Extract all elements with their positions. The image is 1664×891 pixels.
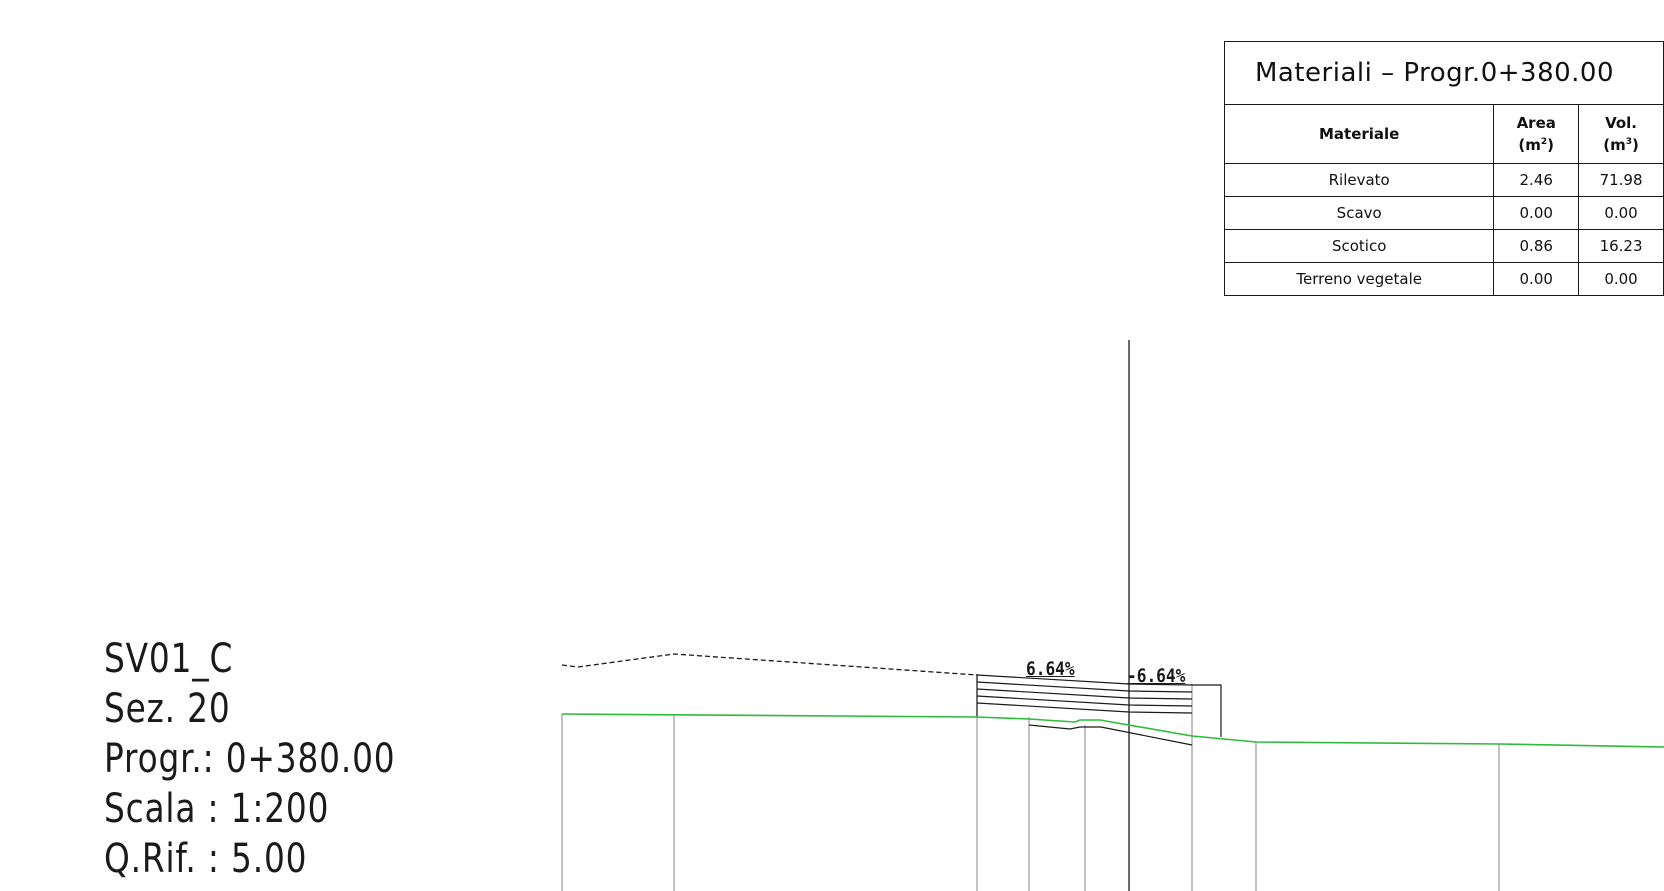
header-material: Materiale: [1223, 104, 1495, 164]
section-number: Sez. 20: [104, 686, 231, 732]
materials-table: Materiali – Progr.0+380.00 Materiale Are…: [1223, 41, 1664, 296]
dashed-profile: [561, 653, 978, 676]
shoulder-edge: [1192, 684, 1222, 737]
section-name: SV01_C: [104, 636, 234, 682]
pavement-layer: [976, 688, 1193, 700]
pavement-layer: [976, 695, 1193, 707]
slope-label-right: -6.64%: [1127, 665, 1186, 687]
terrain-line: [561, 713, 1664, 748]
material-area: 0.00: [1493, 196, 1580, 230]
material-name: Terreno vegetale: [1223, 262, 1495, 296]
materials-title: Materiali – Progr.0+380.00: [1224, 41, 1664, 105]
table-row: Scavo 0.00 0.00: [1223, 196, 1664, 230]
material-volume: 71.98: [1578, 163, 1664, 197]
material-name: Rilevato: [1223, 163, 1495, 197]
material-name: Scotico: [1223, 229, 1495, 263]
pavement-layer: [976, 674, 1193, 686]
pavement-layer: [976, 681, 1193, 693]
header-vol: Vol. (m3): [1578, 104, 1664, 164]
table-row: Scotico 0.86 16.23: [1223, 229, 1664, 263]
table-row: Rilevato 2.46 71.98: [1223, 163, 1664, 197]
subgrade-line: [1028, 724, 1193, 746]
table-row: Terreno vegetale 0.00 0.00: [1223, 262, 1664, 296]
section-scale: Scala : 1:200: [104, 786, 330, 832]
material-name: Scavo: [1223, 196, 1495, 230]
section-reference-elevation: Q.Rif. : 5.00: [104, 836, 308, 882]
material-area: 0.86: [1493, 229, 1580, 263]
slope-label-left: 6.64%: [1026, 658, 1075, 680]
material-area: 2.46: [1493, 163, 1580, 197]
section-info: SV01_C Sez. 20 Progr.: 0+380.00 Scala : …: [104, 634, 395, 884]
material-volume: 16.23: [1578, 229, 1664, 263]
material-volume: 0.00: [1578, 196, 1664, 230]
header-area: Area (m2): [1493, 104, 1580, 164]
section-progressive: Progr.: 0+380.00: [104, 736, 396, 782]
pavement-layer: [976, 702, 1193, 714]
pavement-layers: [976, 674, 1222, 746]
material-area: 0.00: [1493, 262, 1580, 296]
material-volume: 0.00: [1578, 262, 1664, 296]
